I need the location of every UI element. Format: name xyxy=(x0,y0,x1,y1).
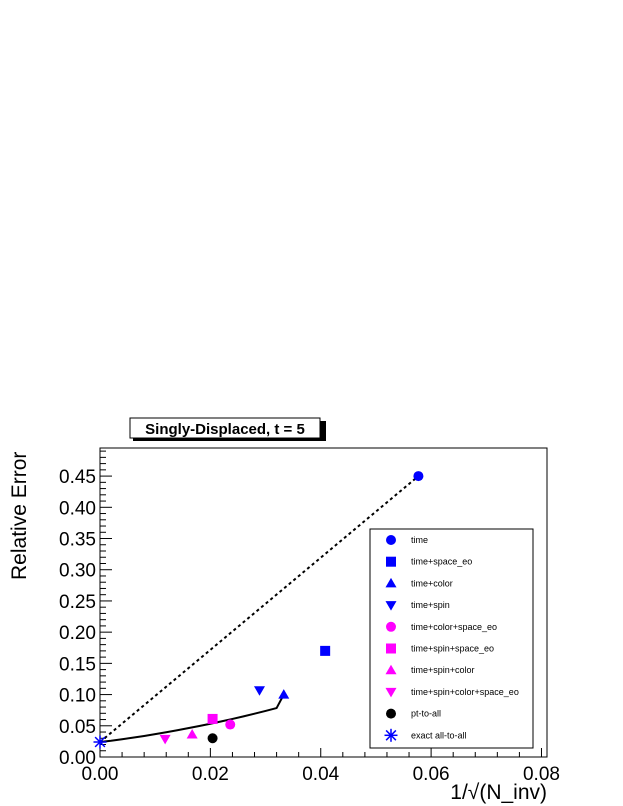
legend-item: time+spin+color+space_eo xyxy=(385,687,519,698)
y-tick-label: 0.45 xyxy=(59,467,96,488)
y-tick-label: 0.20 xyxy=(59,623,96,644)
legend-marker xyxy=(385,664,397,675)
legend-item: time+space_eo xyxy=(386,556,472,567)
legend-label: time+color+space_eo xyxy=(411,622,497,632)
solid-fit-line xyxy=(99,694,285,744)
y-tick-label: 0.30 xyxy=(59,561,96,582)
legend-item: time+color+space_eo xyxy=(386,621,497,632)
x-tick-label: 0.08 xyxy=(523,764,560,785)
legend-item: time+spin+color xyxy=(385,664,475,675)
data-point xyxy=(320,645,331,656)
legend-marker xyxy=(385,601,397,611)
chart-title-box: Singly-Displaced, t = 5 xyxy=(129,417,326,441)
data-point xyxy=(207,733,218,744)
data-point xyxy=(93,735,107,749)
data-points xyxy=(93,471,424,749)
legend-marker xyxy=(386,621,396,632)
legend-marker xyxy=(386,556,396,567)
legend-item: time+color xyxy=(385,577,453,588)
fit-lines xyxy=(99,475,420,744)
x-axis-title: 1/√(N_inv) xyxy=(450,781,547,804)
y-tick-label: 0.10 xyxy=(59,686,96,707)
y-tick-label: 0.00 xyxy=(59,748,96,769)
y-tick-label: 0.25 xyxy=(59,592,96,613)
legend-marker xyxy=(384,728,398,742)
legend-item: time xyxy=(386,535,428,545)
y-tick-label: 0.35 xyxy=(59,530,96,551)
legend-label: time+spin+color+space_eo xyxy=(411,687,519,697)
legend-label: time+space_eo xyxy=(411,557,472,567)
legend-label: pt-to-all xyxy=(411,709,441,719)
legend-label: time xyxy=(411,535,428,545)
data-point xyxy=(413,471,424,482)
data-point xyxy=(225,719,236,730)
legend-item: pt-to-all xyxy=(386,708,441,719)
legend: time time+space_eo time+color time+spin time… xyxy=(369,528,534,749)
y-axis-title: Relative Error xyxy=(8,452,31,580)
legend-label: time+color xyxy=(411,578,453,588)
legend-box xyxy=(369,528,534,749)
legend-item: time+spin+space_eo xyxy=(386,643,494,654)
data-point xyxy=(186,729,198,739)
y-tick-label: 0.15 xyxy=(59,654,96,675)
legend-marker xyxy=(385,577,397,588)
legend-label: time+spin+color xyxy=(411,665,475,675)
plot-frame xyxy=(99,447,548,758)
data-point xyxy=(278,689,290,699)
x-axis: 0.00 0.02 0.04 0.06 0.08 xyxy=(82,748,560,785)
legend-marker xyxy=(386,535,396,545)
legend-marker xyxy=(386,708,396,719)
x-tick-label: 0.02 xyxy=(192,764,229,785)
data-point xyxy=(253,686,265,696)
data-point xyxy=(159,734,171,745)
legend-label: time+spin+space_eo xyxy=(411,644,494,654)
x-tick-label: 0.06 xyxy=(413,764,450,785)
x-tick-label: 0.00 xyxy=(82,764,119,785)
legend-marker xyxy=(386,643,396,654)
y-tick-label: 0.05 xyxy=(59,717,96,738)
x-tick-label: 0.04 xyxy=(302,764,339,785)
legend-marker xyxy=(385,687,397,698)
data-point xyxy=(207,713,218,724)
legend-label: time+spin xyxy=(411,600,450,610)
legend-item: exact all-to-all xyxy=(384,728,467,742)
chart-title: Singly-Displaced, t = 5 xyxy=(145,421,305,438)
legend-item: time+spin xyxy=(385,600,450,611)
legend-label: exact all-to-all xyxy=(411,730,467,740)
y-tick-label: 0.40 xyxy=(59,498,96,519)
y-axis: 0.00 0.05 0.10 0.15 0.20 0.25 0.30 0.35 0.40 0.45 xyxy=(59,450,112,769)
